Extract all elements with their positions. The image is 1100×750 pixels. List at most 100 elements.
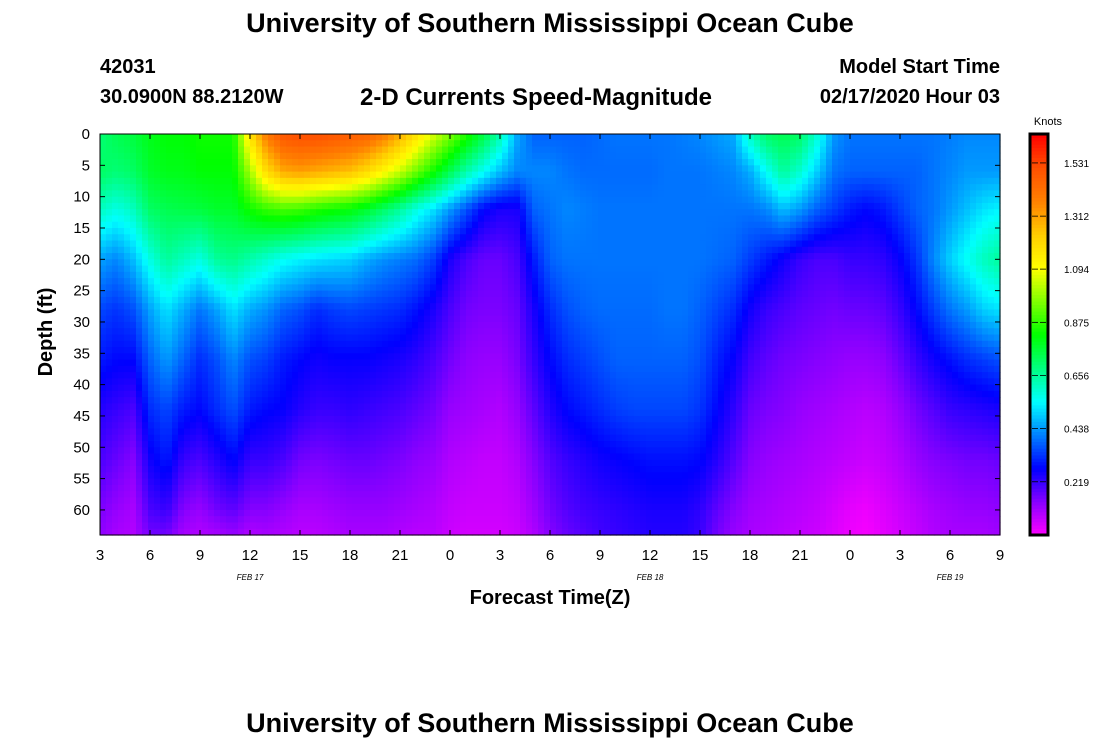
heatmap-cell [154, 202, 161, 210]
heatmap-cell [310, 516, 317, 524]
heatmap-cell [430, 372, 437, 379]
heatmap-cell [538, 390, 545, 398]
heatmap-cell [292, 227, 299, 235]
heatmap-cell [154, 278, 161, 285]
heatmap-cell [184, 140, 191, 148]
heatmap-cell [226, 315, 233, 323]
heatmap-cell [334, 184, 341, 191]
heatmap-cell [562, 140, 569, 148]
heatmap-cell [310, 265, 317, 273]
heatmap-cell [190, 290, 197, 298]
heatmap-cell [478, 459, 485, 467]
heatmap-cell [268, 265, 275, 273]
heatmap-cell [238, 290, 245, 298]
heatmap-cell [454, 177, 461, 185]
heatmap-cell [358, 353, 365, 361]
heatmap-cell [472, 347, 479, 354]
heatmap-cell [244, 240, 251, 248]
heatmap-cell [124, 484, 131, 492]
heatmap-cell [448, 202, 455, 210]
heatmap-cell [100, 390, 107, 398]
heatmap-cell [526, 296, 533, 304]
heatmap-cell [562, 378, 569, 386]
heatmap-cell [400, 347, 407, 354]
heatmap-cell [436, 152, 443, 160]
heatmap-cell [472, 497, 479, 505]
heatmap-cell [424, 503, 431, 511]
heatmap-cell [112, 478, 119, 486]
heatmap-cell [442, 447, 449, 455]
heatmap-cell [136, 134, 143, 141]
heatmap-cell [280, 296, 287, 304]
heatmap-cell [280, 409, 287, 417]
heatmap-cell [460, 403, 467, 411]
heatmap-cell [112, 516, 119, 524]
heatmap-cell [202, 428, 209, 436]
heatmap-cell [274, 227, 281, 235]
heatmap-cell [406, 516, 413, 524]
heatmap-cell [334, 390, 341, 398]
heatmap-cell [544, 171, 551, 179]
heatmap-cell [262, 422, 269, 430]
heatmap-cell [172, 372, 179, 379]
heatmap-cell [382, 484, 389, 492]
heatmap-cell [232, 190, 239, 198]
heatmap-cell [460, 353, 467, 361]
heatmap-cell [520, 134, 527, 141]
heatmap-cell [544, 278, 551, 285]
heatmap-cell [562, 328, 569, 336]
heatmap-cell [274, 146, 281, 154]
heatmap-cell [388, 296, 395, 304]
heatmap-cell [406, 171, 413, 179]
heatmap-cell [508, 372, 515, 379]
heatmap-cell [484, 159, 491, 166]
heatmap-cell [418, 466, 425, 473]
heatmap-cell [520, 165, 527, 173]
heatmap-cell [466, 509, 473, 517]
heatmap-cell [280, 171, 287, 179]
heatmap-cell [226, 453, 233, 461]
heatmap-cell [280, 259, 287, 267]
heatmap-cell [424, 190, 431, 198]
heatmap-cell [166, 503, 173, 511]
heatmap-cell [340, 415, 347, 423]
heatmap-cell [172, 340, 179, 348]
heatmap-cell [166, 271, 173, 279]
heatmap-cell [502, 227, 509, 235]
heatmap-cell [328, 509, 335, 517]
heatmap-cell [538, 184, 545, 191]
heatmap-cell [550, 152, 557, 160]
heatmap-cell [382, 472, 389, 480]
heatmap-cell [544, 384, 551, 392]
heatmap-cell [364, 328, 371, 336]
heatmap-cell [358, 278, 365, 285]
heatmap-cell [304, 340, 311, 348]
heatmap-cell [424, 259, 431, 267]
heatmap-cell [388, 359, 395, 367]
heatmap-cell [178, 478, 185, 486]
heatmap-cell [100, 434, 107, 442]
heatmap-cell [244, 190, 251, 198]
heatmap-cell [514, 365, 521, 373]
heatmap-cell [436, 372, 443, 379]
heatmap-cell [214, 271, 221, 279]
heatmap-cell [538, 140, 545, 148]
heatmap-cell [388, 271, 395, 279]
heatmap-cell [388, 315, 395, 323]
heatmap-cell [544, 259, 551, 267]
heatmap-cell [370, 390, 377, 398]
heatmap-cell [100, 134, 107, 141]
heatmap-cell [262, 221, 269, 229]
heatmap-cell [130, 378, 137, 386]
heatmap-cell [160, 290, 167, 298]
heatmap-cell [502, 159, 509, 166]
heatmap-cell [244, 384, 251, 392]
heatmap-cell [292, 321, 299, 329]
heatmap-cell [526, 466, 533, 473]
heatmap-cell [130, 140, 137, 148]
heatmap-cell [472, 522, 479, 530]
heatmap-cell [214, 528, 221, 536]
heatmap-cell [250, 459, 257, 467]
heatmap-cell [298, 415, 305, 423]
heatmap-cell [328, 403, 335, 411]
